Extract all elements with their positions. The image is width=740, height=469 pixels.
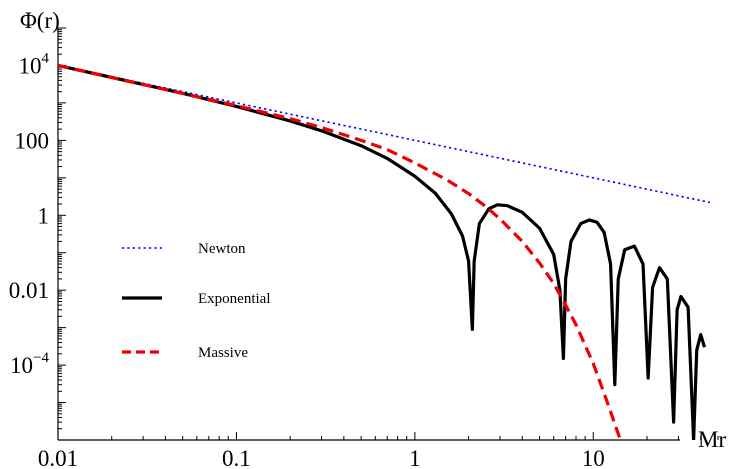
y-tick-label: 104 bbox=[19, 50, 50, 78]
legend-item: Massive bbox=[122, 345, 248, 361]
ticks bbox=[57, 27, 719, 441]
y-tick-label: 10−4 bbox=[10, 350, 49, 378]
axes bbox=[57, 28, 680, 441]
y-tick-label: 100 bbox=[15, 128, 50, 153]
y-axis-label: Φ(r) bbox=[20, 8, 60, 33]
legend-label: Massive bbox=[198, 345, 248, 361]
legend-item: Newton bbox=[122, 241, 246, 257]
legend-label: Newton bbox=[198, 241, 246, 257]
series-exponential bbox=[58, 63, 707, 440]
y-tick-base: 100 bbox=[15, 128, 50, 153]
legend-label: Exponential bbox=[198, 291, 270, 307]
x-tick-label: 10 bbox=[582, 446, 605, 469]
legend-item: Exponential bbox=[122, 291, 270, 307]
y-tick-base: 10 bbox=[10, 353, 33, 378]
series-line-exponential bbox=[58, 63, 707, 440]
y-tick-exponent: 4 bbox=[42, 50, 50, 66]
y-tick-base: 10 bbox=[19, 53, 42, 78]
series-layer bbox=[58, 63, 711, 440]
y-tick-exponent: −4 bbox=[33, 350, 49, 366]
series-massive bbox=[58, 63, 622, 440]
y-tick-base: 1 bbox=[38, 203, 50, 228]
legend: Newton Exponential Massive bbox=[122, 241, 270, 361]
x-tick-label: 1 bbox=[409, 446, 421, 469]
y-tick-label: 1 bbox=[38, 203, 50, 228]
y-tick-label: 0.01 bbox=[9, 278, 49, 303]
series-line-massive bbox=[58, 63, 622, 440]
x-tick-label: 0.1 bbox=[222, 446, 251, 469]
x-axis-label: Mr bbox=[698, 427, 726, 452]
x-tick-label: 0.01 bbox=[38, 446, 78, 469]
y-tick-base: 0.01 bbox=[9, 278, 49, 303]
